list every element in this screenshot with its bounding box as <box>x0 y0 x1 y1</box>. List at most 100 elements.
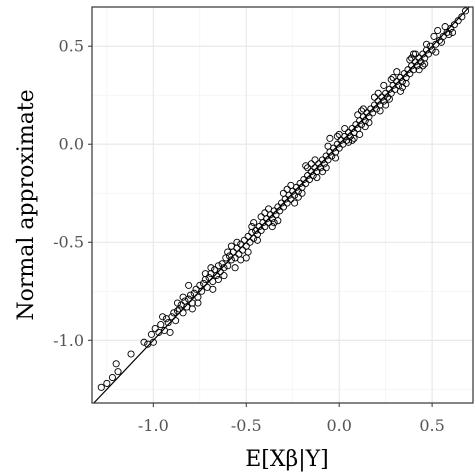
scatter-point <box>246 238 254 246</box>
scatter-point <box>462 7 470 15</box>
scatter-point <box>372 105 380 113</box>
scatter-point <box>278 199 286 207</box>
scatter-point <box>227 242 235 250</box>
scatter-point <box>441 23 449 31</box>
scatter-point <box>361 123 369 131</box>
scatter-point <box>190 289 198 297</box>
scatter-point <box>274 203 282 211</box>
scatter-point <box>350 134 358 142</box>
scatter-point <box>283 199 291 207</box>
scatter-point <box>304 172 312 180</box>
scatter-point <box>265 205 273 213</box>
scatter-point <box>231 264 239 272</box>
scatter-point <box>173 299 182 307</box>
scatter-point <box>428 46 436 54</box>
scatter-point <box>333 140 341 148</box>
y-tick-label: 0.5 <box>59 37 84 56</box>
scatter-point <box>328 152 336 160</box>
scatter-point <box>408 54 416 62</box>
plot-background <box>92 7 473 403</box>
scatter-point <box>393 68 401 76</box>
scatter-point <box>421 60 429 68</box>
scatter-point <box>324 142 332 150</box>
scatter-point <box>370 101 379 109</box>
scatter-point <box>159 313 167 321</box>
scatter-point <box>419 50 427 58</box>
scatter-point <box>435 36 444 44</box>
scatter-point <box>383 93 392 101</box>
scatter-point <box>437 38 445 46</box>
scatter-point <box>404 66 412 74</box>
scatter-point <box>172 317 180 325</box>
scatter-point <box>279 203 287 211</box>
scatter-point <box>382 89 390 97</box>
x-tick-label: 0.0 <box>326 416 351 435</box>
scatter-point <box>454 17 462 25</box>
scatter-point <box>194 299 202 307</box>
scatter-point <box>147 330 156 338</box>
scatter-point <box>179 293 187 301</box>
scatter-point <box>294 193 302 201</box>
scatter-point <box>317 164 325 172</box>
y-axis-title: Normal approximate <box>14 89 39 320</box>
scatter-point <box>283 185 291 193</box>
scatter-point <box>261 223 269 231</box>
scatter-point <box>304 164 312 172</box>
scatter-point <box>261 209 269 217</box>
scatter-point <box>186 291 195 299</box>
scatter-point <box>370 93 379 101</box>
scatter-point <box>320 160 328 168</box>
scatter-point <box>307 168 315 176</box>
scatter-point <box>302 179 310 187</box>
scatter-point <box>201 270 209 278</box>
scatter-point <box>302 162 310 170</box>
scatter-point <box>265 219 273 227</box>
scatter-point <box>151 324 159 333</box>
scatter-point <box>209 285 217 293</box>
scatter-point <box>212 272 221 280</box>
scatter-point <box>157 321 165 329</box>
scatter-point <box>344 128 353 137</box>
scatter-point <box>220 272 228 280</box>
scatter-point <box>287 195 295 203</box>
scatter-point <box>205 273 213 282</box>
scatter-point <box>244 248 252 256</box>
scatter-point <box>170 309 178 317</box>
scatter-point <box>422 40 431 48</box>
scatter-point <box>114 368 122 376</box>
scatter-point <box>257 226 265 235</box>
scatter-point <box>359 105 367 113</box>
x-tick-label: -0.5 <box>231 416 262 435</box>
scatter-point <box>382 101 390 109</box>
scatter-point <box>354 111 362 119</box>
scatter-point <box>274 217 282 225</box>
scatter-point <box>112 360 120 368</box>
scatter-point <box>449 28 457 37</box>
y-axis-ticks: -1.0 -0.5 0.0 0.5 <box>53 37 92 350</box>
scatter-point <box>406 56 414 64</box>
scatter-point <box>220 264 228 272</box>
scatter-point <box>348 136 356 144</box>
y-tick-label: -1.0 <box>53 331 84 350</box>
scatter-point <box>344 138 353 146</box>
scatter-point <box>291 191 299 199</box>
scatter-point <box>253 236 261 244</box>
scatter-point <box>387 75 395 84</box>
scatter-point <box>415 54 423 62</box>
scatter-point <box>318 156 327 164</box>
scatter-point <box>140 338 148 346</box>
scatter-point <box>309 172 317 180</box>
scatter-point <box>417 58 425 66</box>
scatter-point <box>168 313 176 321</box>
scatter-point <box>224 248 232 256</box>
plot-panel-border <box>91 6 474 404</box>
scatter-point <box>374 97 382 105</box>
scatter-point <box>313 174 321 182</box>
y-tick-label: -0.5 <box>53 233 84 252</box>
scatter-point <box>276 207 284 215</box>
scatter-point <box>385 95 393 103</box>
scatter-point <box>216 268 224 276</box>
scatter-point <box>458 13 466 21</box>
scatter-point <box>413 62 421 70</box>
scatter-point <box>252 226 260 235</box>
